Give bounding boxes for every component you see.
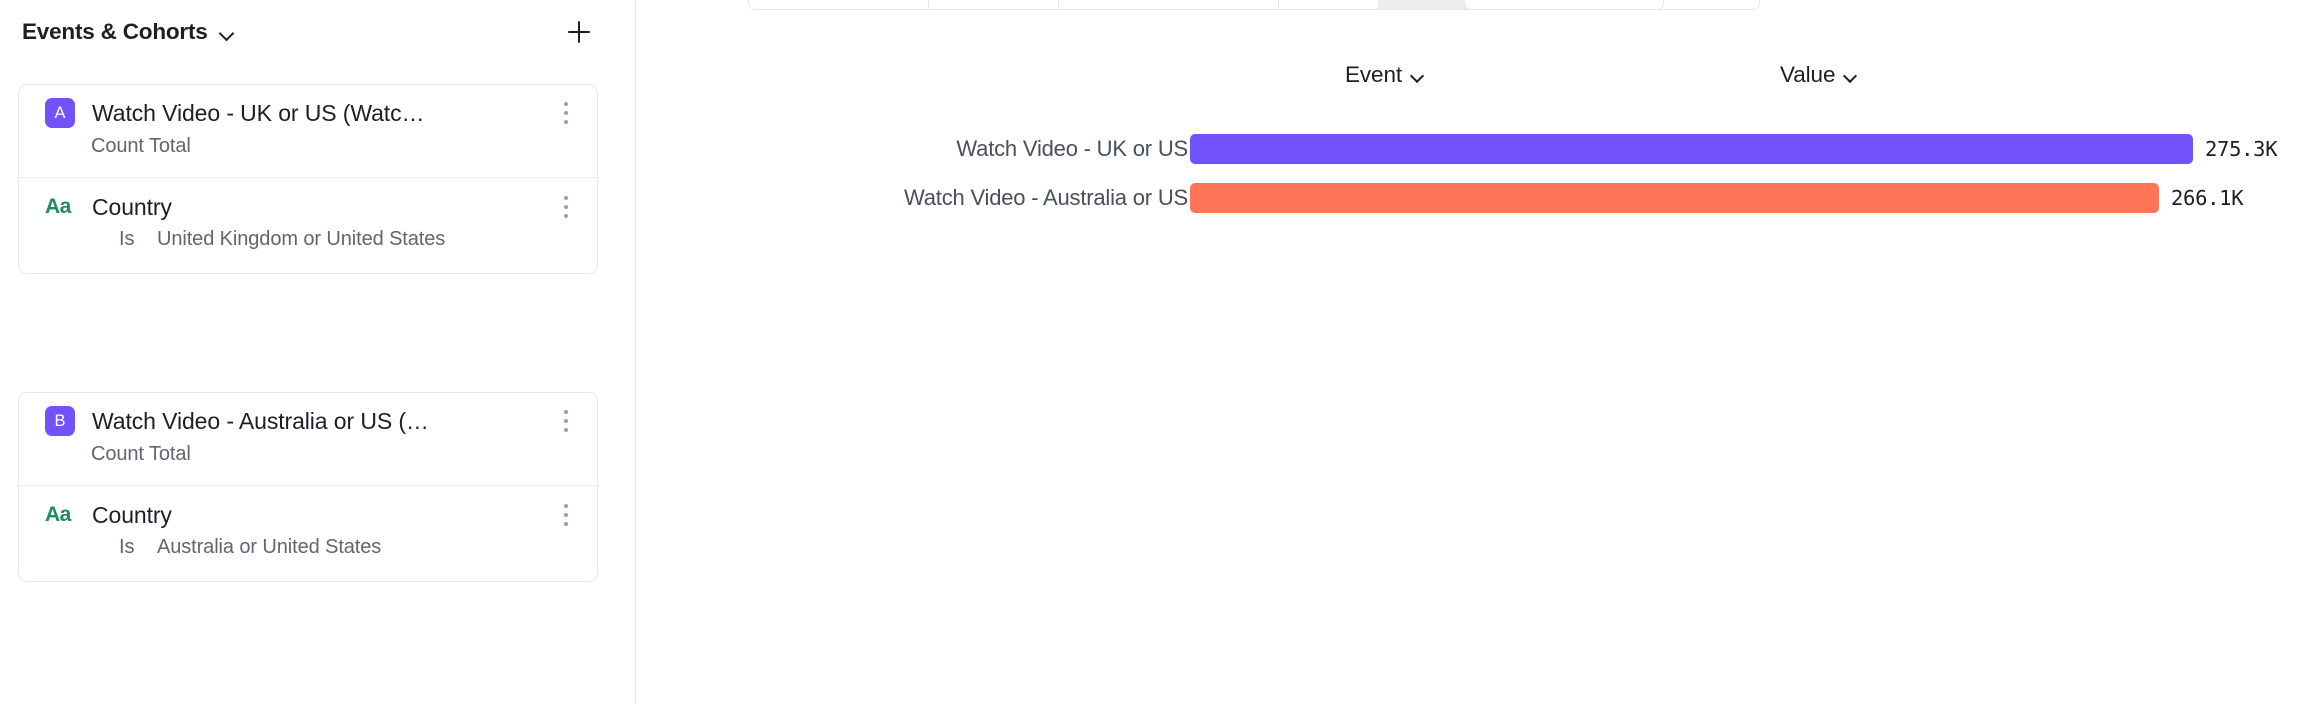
condition-value: Australia or United States xyxy=(157,536,382,558)
events-cohorts-dropdown[interactable]: Events & Cohorts xyxy=(22,19,234,45)
bar-category-label: Watch Video - Australia or US xyxy=(904,184,1188,210)
column-header-event[interactable]: Event xyxy=(1345,62,1424,88)
segment-5-active[interactable] xyxy=(1379,0,1469,9)
property-name[interactable]: Country xyxy=(92,501,172,528)
property-row[interactable]: Aa Country xyxy=(19,486,597,544)
property-row[interactable]: Aa Country xyxy=(19,178,597,236)
kebab-menu-icon[interactable] xyxy=(553,98,579,128)
segment-3[interactable] xyxy=(1059,0,1279,9)
property-name[interactable]: Country xyxy=(92,193,172,220)
kebab-menu-icon[interactable] xyxy=(553,500,579,530)
segment-8[interactable] xyxy=(1651,0,1759,9)
column-header-event-label: Event xyxy=(1345,62,1403,87)
chevron-down-icon[interactable] xyxy=(219,25,234,40)
bar-value-label: 275.3K xyxy=(2205,136,2278,161)
aggregation-label[interactable]: Count Total xyxy=(91,443,191,465)
chart-toolbar-clipped xyxy=(637,0,2308,10)
bar-track xyxy=(1190,124,2193,173)
event-card: B Watch Video - Australia or US (… Count… xyxy=(18,392,598,582)
event-row[interactable]: B Watch Video - Australia or US (… xyxy=(19,393,597,449)
chart-row[interactable]: Watch Video - Australia or US 266.1K xyxy=(637,173,2308,222)
event-row[interactable]: A Watch Video - UK or US (Watc… xyxy=(19,85,597,141)
kebab-menu-icon[interactable] xyxy=(553,406,579,436)
chart-column-headers: Event Value xyxy=(637,62,2308,98)
bar-segment[interactable] xyxy=(1190,133,2193,164)
event-card: A Watch Video - UK or US (Watc… Count To… xyxy=(18,84,598,274)
bar-track xyxy=(1190,173,2159,222)
condition-operator: Is xyxy=(119,228,135,250)
segment-4[interactable] xyxy=(1279,0,1379,9)
chart-row[interactable]: Watch Video - UK or US 275.3K xyxy=(637,124,2308,173)
event-name[interactable]: Watch Video - UK or US (Watc… xyxy=(92,99,425,126)
series-badge: A xyxy=(45,98,75,128)
string-type-icon: Aa xyxy=(45,195,71,218)
kebab-menu-icon[interactable] xyxy=(553,192,579,222)
event-series-section: B Watch Video - Australia or US (… Count… xyxy=(19,393,597,485)
column-header-value[interactable]: Value xyxy=(1780,62,1857,88)
chevron-down-icon[interactable] xyxy=(1411,69,1424,82)
series-badge: B xyxy=(45,406,75,436)
bar-category-label: Watch Video - UK or US xyxy=(956,135,1188,161)
segment-2[interactable] xyxy=(929,0,1059,9)
bar-segment[interactable] xyxy=(1190,182,2159,213)
events-cohorts-sidebar: Events & Cohorts A Watch Video - UK or U… xyxy=(0,0,636,704)
chart-panel: Event Value Watch Video - UK or US 275.3… xyxy=(637,0,2308,704)
horizontal-bar-chart: Watch Video - UK or US 275.3K Watch Vide… xyxy=(637,124,2308,222)
bar-value-label: 266.1K xyxy=(2171,185,2244,210)
aggregation-label[interactable]: Count Total xyxy=(91,135,191,157)
chevron-down-icon[interactable] xyxy=(1844,69,1857,82)
plus-icon[interactable] xyxy=(562,15,596,49)
event-name[interactable]: Watch Video - Australia or US (… xyxy=(92,407,429,434)
condition-operator: Is xyxy=(119,536,135,558)
sidebar-header: Events & Cohorts xyxy=(22,8,596,56)
event-series-section: A Watch Video - UK or US (Watc… Count To… xyxy=(19,85,597,177)
property-condition[interactable]: Is Australia or United States xyxy=(19,536,597,581)
event-property-section: Aa Country Is United Kingdom or United S… xyxy=(19,177,597,273)
segment-1[interactable] xyxy=(749,0,929,9)
condition-value: United Kingdom or United States xyxy=(157,228,446,250)
column-header-value-label: Value xyxy=(1780,62,1836,87)
property-condition[interactable]: Is United Kingdom or United States xyxy=(19,228,597,273)
sidebar-title: Events & Cohorts xyxy=(22,19,208,44)
chart-options-button[interactable] xyxy=(1464,0,1664,10)
event-property-section: Aa Country Is Australia or United States xyxy=(19,485,597,581)
string-type-icon: Aa xyxy=(45,503,71,526)
